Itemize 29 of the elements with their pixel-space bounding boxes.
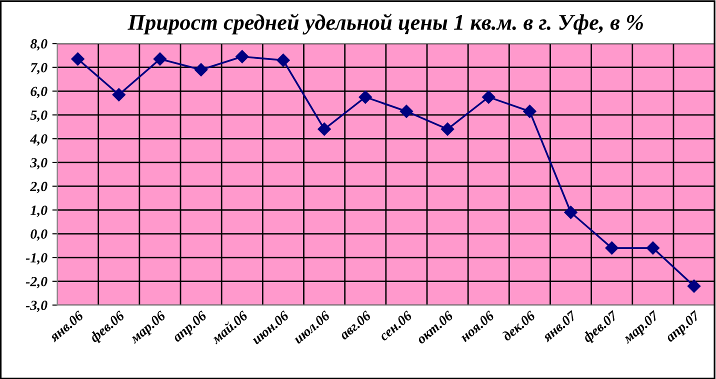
y-tick-label: 1,0 (30, 206, 48, 217)
point (358, 90, 372, 104)
point (440, 122, 454, 136)
y-tick-label: 5,0 (30, 110, 48, 122)
point (605, 241, 618, 255)
point (646, 241, 660, 255)
y-tick-label: 3,0 (30, 158, 48, 170)
point (564, 206, 578, 219)
point (194, 63, 208, 76)
point (71, 52, 84, 66)
point (687, 279, 701, 293)
point (276, 54, 290, 67)
point (153, 52, 167, 66)
y-tick-label: 6,0 (30, 86, 48, 98)
point (482, 90, 496, 104)
y-tick-label: 7,0 (30, 62, 48, 74)
point (400, 104, 414, 118)
y-tick-label: 2,0 (30, 182, 48, 194)
point (112, 88, 126, 102)
point (318, 122, 331, 136)
point (236, 50, 249, 64)
chart-title: Прирост средней удельной цены 1 кв.м. в г. Уфе, в % (128, 14, 643, 34)
point (523, 104, 536, 118)
y-tick-label: -1,0 (26, 253, 48, 265)
y-tick-label: 4,0 (30, 134, 48, 146)
y-tick-label: -2,0 (26, 276, 48, 288)
y-tick-label: 8,0 (30, 39, 48, 51)
y-tick-label: -3,0 (26, 300, 48, 312)
y-tick-label: 0,0 (30, 229, 48, 241)
